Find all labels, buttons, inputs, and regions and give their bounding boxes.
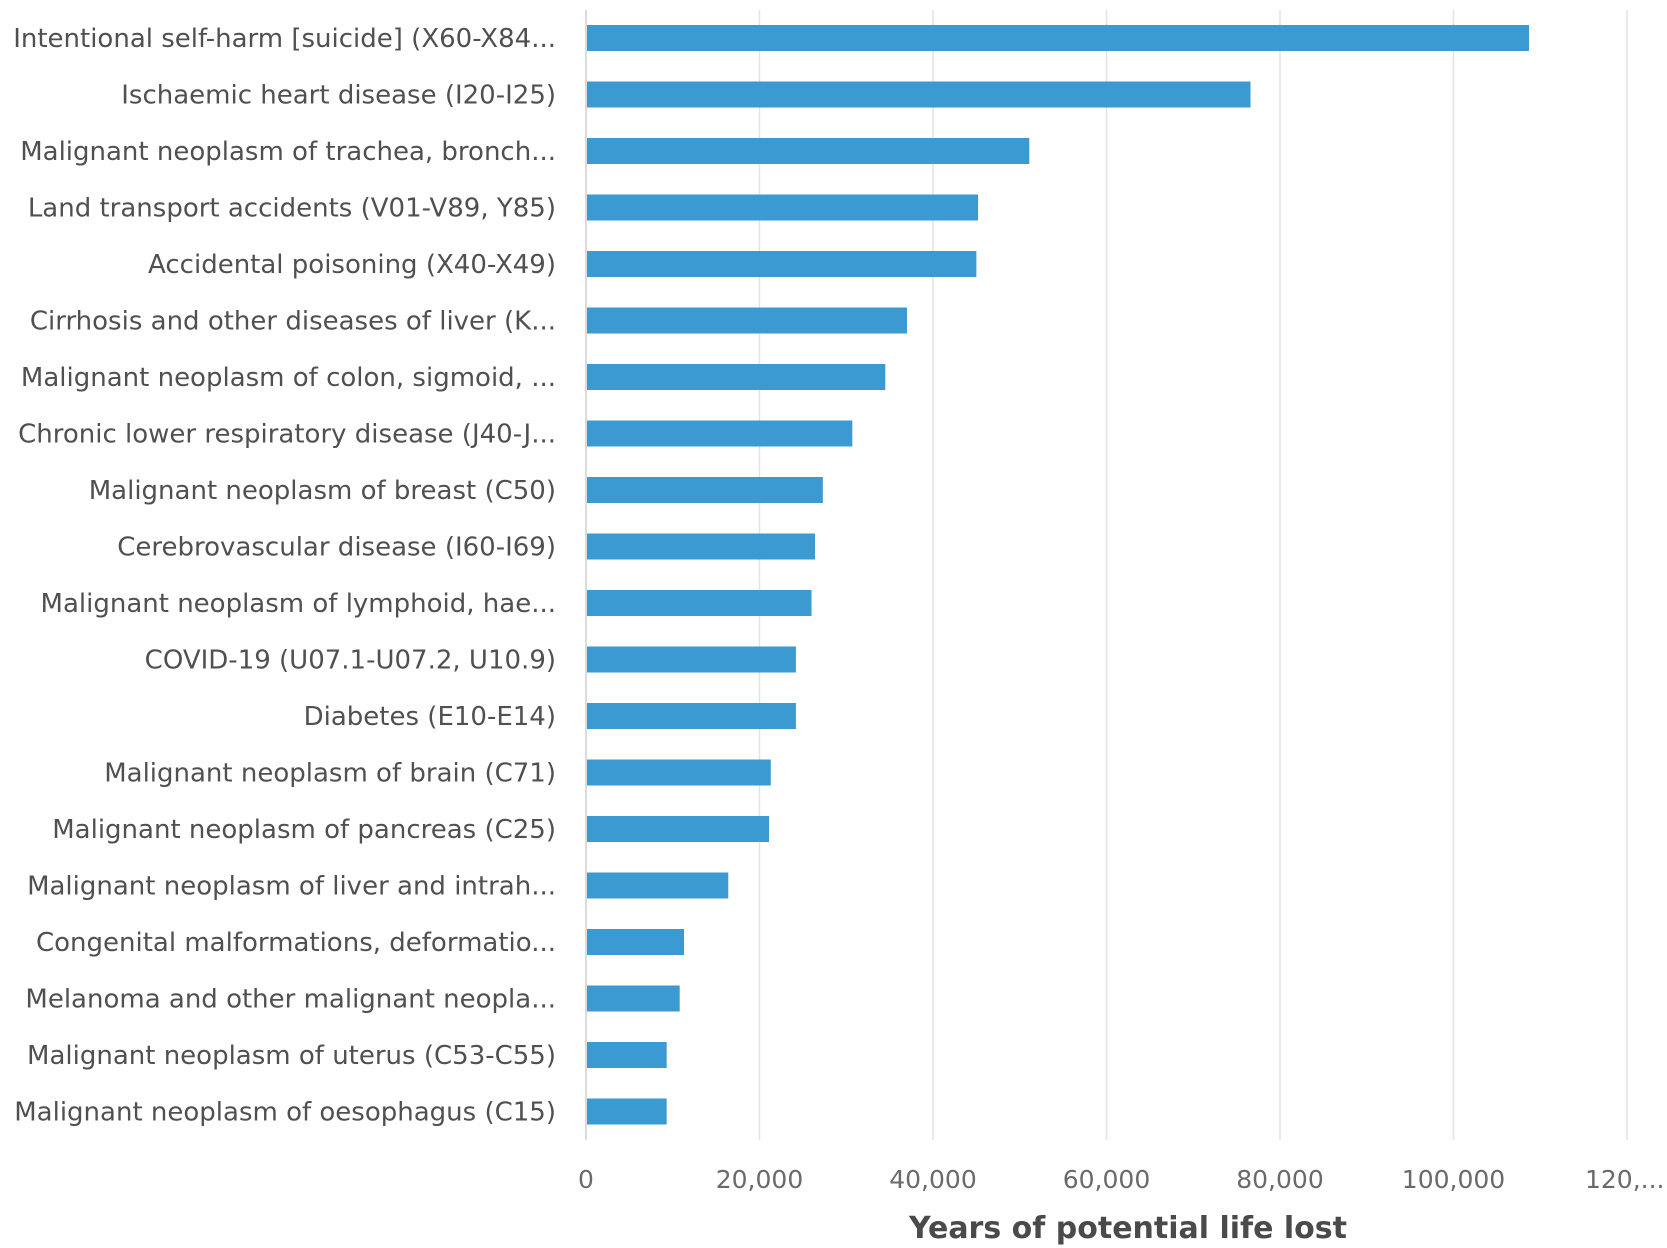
x-axis-title: Years of potential life lost	[908, 1211, 1347, 1246]
category-label: Malignant neoplasm of colon, sigmoid, ..…	[21, 363, 556, 393]
category-label: Malignant neoplasm of pancreas (C25)	[52, 815, 556, 845]
bar[interactable]	[587, 81, 1251, 108]
category-label: Malignant neoplasm of oesophagus (C15)	[14, 1098, 556, 1128]
category-label: Diabetes (E10-E14)	[304, 702, 556, 732]
x-tick-label: 20,000	[716, 1165, 803, 1194]
bar[interactable]	[587, 138, 1030, 164]
category-label: Melanoma and other malignant neopla...	[25, 985, 556, 1015]
category-label: Ischaemic heart disease (I20-I25)	[121, 81, 556, 111]
x-tick-labels: 0 20,000 40,000 60,000 80,000 100,000 120,...	[578, 1165, 1664, 1194]
bar[interactable]	[587, 420, 853, 447]
x-tick-label: 60,000	[1063, 1165, 1150, 1194]
category-label: Congenital malformations, deformatio...	[36, 928, 556, 958]
category-label: Accidental poisoning (X40-X49)	[148, 250, 556, 280]
bar[interactable]	[587, 985, 680, 1012]
x-tick-label: 100,000	[1402, 1165, 1505, 1194]
bar[interactable]	[587, 816, 770, 842]
x-tick-label: 120,...	[1585, 1165, 1665, 1194]
category-label: Intentional self-harm [suicide] (X60-X84…	[13, 24, 556, 54]
category-label: Malignant neoplasm of lymphoid, hae...	[41, 589, 556, 619]
bar[interactable]	[587, 759, 771, 786]
category-labels: Intentional self-harm [suicide] (X60-X84…	[13, 24, 556, 1128]
bar[interactable]	[587, 364, 886, 390]
bar[interactable]	[587, 929, 685, 955]
category-label: Cirrhosis and other diseases of liver (K…	[30, 307, 556, 337]
category-label: Land transport accidents (V01-V89, Y85)	[28, 194, 556, 224]
bar[interactable]	[587, 1098, 667, 1125]
category-label: Chronic lower respiratory disease (J40-J…	[18, 420, 556, 450]
x-tick-label: 0	[578, 1165, 594, 1194]
category-label: Cerebrovascular disease (I60-I69)	[117, 533, 556, 563]
bar[interactable]	[587, 477, 823, 503]
category-label: Malignant neoplasm of breast (C50)	[89, 476, 556, 506]
bar[interactable]	[587, 703, 796, 729]
bar[interactable]	[587, 590, 812, 616]
category-label: Malignant neoplasm of liver and intrah..…	[27, 872, 556, 902]
bar[interactable]	[587, 533, 816, 560]
category-label: COVID-19 (U07.1-U07.2, U10.9)	[145, 646, 556, 676]
bar[interactable]	[587, 1042, 667, 1068]
bars	[587, 25, 1529, 1125]
gridlines	[585, 10, 1628, 1140]
bar[interactable]	[587, 646, 796, 673]
bar[interactable]	[587, 307, 907, 334]
x-tick-label: 80,000	[1236, 1165, 1323, 1194]
bar[interactable]	[587, 251, 977, 277]
bar[interactable]	[587, 872, 729, 899]
x-tick-label: 40,000	[889, 1165, 976, 1194]
bar[interactable]	[587, 194, 979, 221]
category-label: Malignant neoplasm of brain (C71)	[104, 759, 556, 789]
category-label: Malignant neoplasm of trachea, bronch...	[20, 137, 556, 167]
category-label: Malignant neoplasm of uterus (C53-C55)	[27, 1041, 556, 1071]
bar[interactable]	[587, 25, 1529, 51]
